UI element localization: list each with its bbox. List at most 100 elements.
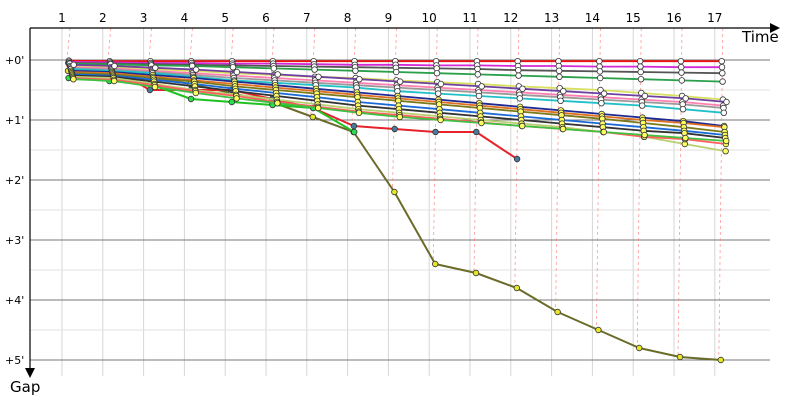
data-point: [315, 73, 322, 80]
data-point: [351, 128, 358, 136]
x-axis-arrow: [770, 23, 780, 33]
data-point: [637, 63, 644, 70]
data-point: [355, 109, 363, 116]
x-tick-label: 10: [422, 11, 437, 25]
data-point: [559, 125, 567, 133]
x-tick-label: 17: [707, 11, 722, 25]
data-point: [595, 326, 602, 334]
data-point: [555, 67, 563, 74]
data-point: [678, 63, 685, 71]
data-point: [475, 92, 483, 100]
data-point: [478, 119, 485, 127]
data-point: [720, 109, 727, 116]
data-point: [596, 68, 604, 75]
time-guide: [310, 27, 316, 118]
data-point: [110, 77, 118, 85]
data-point: [309, 113, 316, 121]
data-point: [636, 344, 643, 352]
y-tick-label: +2': [5, 174, 24, 187]
time-guide: [65, 27, 71, 71]
y-tick-label: +4': [5, 294, 24, 307]
x-tick-label: 12: [503, 11, 518, 25]
data-point: [315, 104, 322, 112]
x-tick-label: 5: [221, 11, 229, 25]
x-tick-label: 8: [344, 11, 352, 25]
data-point: [270, 65, 277, 72]
y-tick-label: +3': [5, 234, 24, 247]
data-point: [515, 72, 522, 79]
x-tick-label: 2: [99, 11, 107, 25]
data-point: [192, 89, 199, 97]
data-point: [393, 68, 400, 76]
data-point: [187, 95, 195, 103]
x-tick-label: 1: [58, 11, 66, 25]
data-point: [560, 87, 567, 95]
data-point: [717, 356, 724, 364]
data-point: [472, 269, 480, 277]
data-point: [152, 64, 159, 71]
data-point: [723, 98, 730, 106]
time-guide: [636, 27, 642, 349]
data-point: [679, 105, 687, 113]
data-point: [723, 137, 730, 145]
data-point: [598, 99, 605, 107]
data-point: [437, 116, 444, 124]
data-point: [719, 78, 726, 85]
y-axis-label: Gap: [10, 378, 40, 396]
time-guide: [392, 27, 397, 193]
data-point: [600, 90, 608, 97]
x-tick-label: 11: [462, 11, 477, 25]
y-tick-label: +1': [5, 114, 24, 127]
data-point: [435, 90, 442, 97]
x-axis-label: Time: [741, 28, 779, 46]
x-tick-label: 15: [626, 11, 641, 25]
data-point: [474, 65, 481, 73]
data-point: [722, 147, 729, 155]
data-point: [311, 66, 318, 73]
data-point: [396, 113, 403, 121]
data-point: [718, 63, 726, 71]
time-guide: [473, 27, 479, 274]
time-guide: [147, 27, 152, 77]
data-point: [639, 102, 646, 109]
data-point: [274, 71, 281, 78]
data-point: [432, 128, 439, 136]
data-point: [718, 58, 725, 65]
data-point: [641, 92, 649, 100]
data-point: [432, 260, 439, 268]
x-tick-label: 3: [140, 11, 148, 25]
tick-labels: 1 2 3 4 5 6 7 8 9 10 11 12 13 14 15 16 17+0'+1'+2'+3'+4'…: [5, 11, 722, 367]
data-point: [719, 69, 726, 77]
data-point: [513, 155, 521, 163]
y-tick-label: +0': [5, 54, 24, 67]
data-point: [519, 85, 526, 92]
series-lines: [64, 57, 730, 364]
x-tick-label: 16: [666, 11, 681, 25]
data-point: [391, 188, 398, 196]
data-point: [600, 128, 607, 136]
data-point: [356, 75, 363, 83]
data-point: [233, 68, 241, 76]
data-point: [677, 58, 685, 65]
data-point: [233, 95, 240, 102]
data-point: [352, 67, 359, 74]
data-point: [396, 78, 404, 85]
x-tick-label: 13: [544, 11, 559, 25]
data-point: [637, 68, 644, 76]
time-guide: [718, 27, 724, 361]
data-point: [433, 69, 441, 77]
data-point: [641, 131, 648, 139]
data-point: [350, 122, 358, 130]
data-point: [391, 125, 398, 133]
y-tick-label: +5': [5, 354, 24, 367]
data-point: [554, 308, 561, 316]
x-tick-label: 14: [585, 11, 600, 25]
data-point: [682, 134, 689, 142]
data-point: [682, 95, 689, 102]
data-point: [146, 86, 154, 94]
x-tick-label: 9: [385, 11, 393, 25]
data-point: [676, 353, 684, 361]
data-point: [192, 66, 200, 73]
data-point: [556, 73, 563, 80]
x-tick-label: 7: [303, 11, 311, 25]
